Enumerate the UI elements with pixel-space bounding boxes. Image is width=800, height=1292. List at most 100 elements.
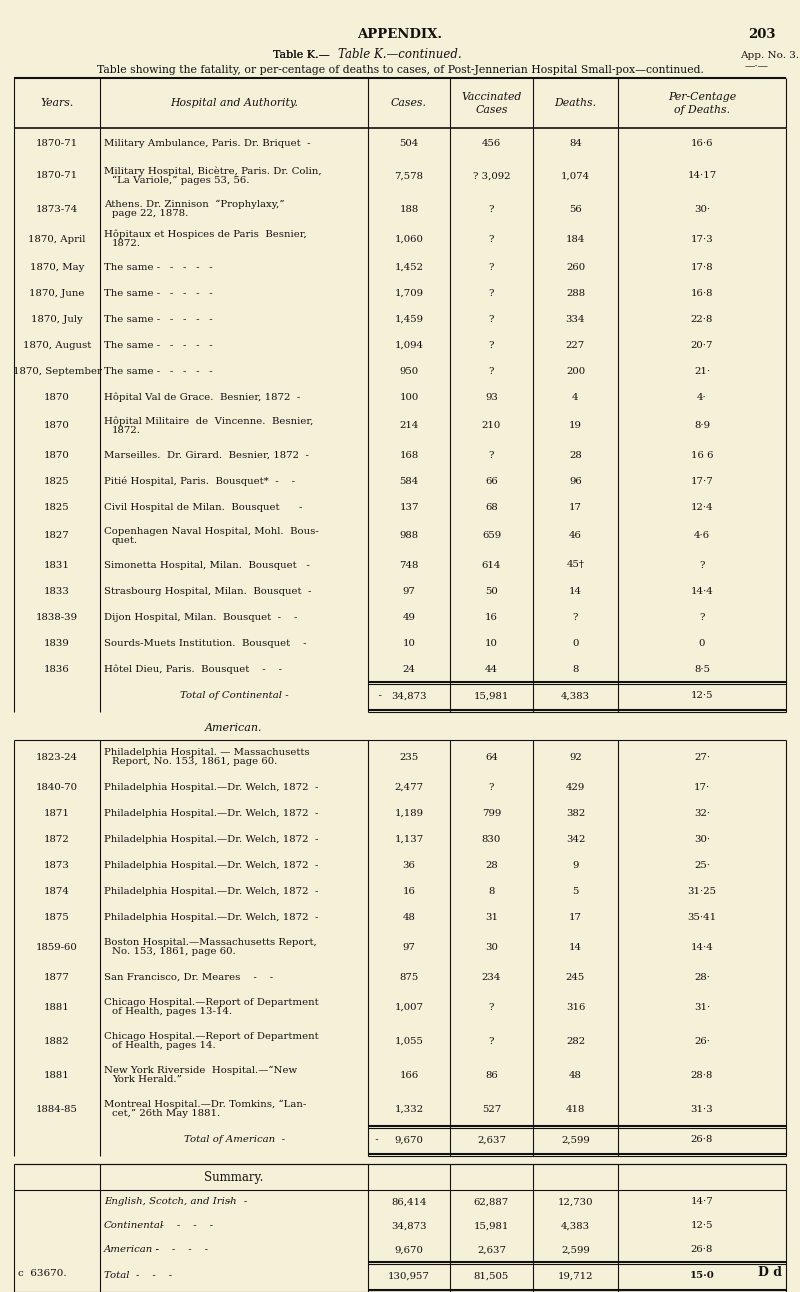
Text: 316: 316 [566,1003,585,1012]
Text: 9,670: 9,670 [394,1245,423,1255]
Text: “La Variole,” pages 53, 56.: “La Variole,” pages 53, 56. [112,176,250,186]
Text: 830: 830 [482,835,501,844]
Text: 35·41: 35·41 [687,912,717,921]
Text: Strasbourg Hospital, Milan.  Bousquet  -: Strasbourg Hospital, Milan. Bousquet - [104,587,311,596]
Text: 235: 235 [399,752,418,761]
Text: Philadelphia Hospital.—Dr. Welch, 1872  -: Philadelphia Hospital.—Dr. Welch, 1872 - [104,835,318,844]
Text: Report, No. 153, 1861, page 60.: Report, No. 153, 1861, page 60. [112,757,278,766]
Text: 418: 418 [566,1105,585,1114]
Text: 4: 4 [572,393,578,402]
Text: ?: ? [489,783,494,792]
Text: quet.: quet. [112,536,138,545]
Text: 27·: 27· [694,752,710,761]
Text: 200: 200 [566,367,585,376]
Text: 210: 210 [482,421,501,430]
Text: 282: 282 [566,1036,585,1045]
Text: Copenhagen Naval Hospital, Mohl.  Bous-: Copenhagen Naval Hospital, Mohl. Bous- [104,527,318,536]
Text: 1870, June: 1870, June [30,288,85,297]
Text: 1,055: 1,055 [394,1036,423,1045]
Text: 28: 28 [569,451,582,460]
Text: ?: ? [489,451,494,460]
Text: The same -   -   -   -   -: The same - - - - - [104,367,213,376]
Text: 25·: 25· [694,860,710,870]
Text: 17·3: 17·3 [690,235,714,243]
Text: 0: 0 [699,638,705,647]
Text: 1882: 1882 [44,1036,70,1045]
Text: 1,332: 1,332 [394,1105,423,1114]
Text: -: - [372,1136,378,1145]
Text: 1,137: 1,137 [394,835,424,844]
Text: Philadelphia Hospital.—Dr. Welch, 1872  -: Philadelphia Hospital.—Dr. Welch, 1872 - [104,860,318,870]
Text: 17: 17 [569,503,582,512]
Text: The same -   -   -   -   -: The same - - - - - [104,341,213,350]
Text: of Health, pages 13-14.: of Health, pages 13-14. [112,1008,232,1017]
Text: Athens. Dr. Zinnison  “Prophylaxy,”: Athens. Dr. Zinnison “Prophylaxy,” [104,199,285,209]
Text: Hospital and Authority.: Hospital and Authority. [170,98,298,109]
Text: 48: 48 [569,1071,582,1080]
Text: 1,060: 1,060 [394,235,423,243]
Text: Table K.—: Table K.— [274,50,330,59]
Text: 12,730: 12,730 [558,1198,594,1207]
Text: ?: ? [489,288,494,297]
Text: No. 153, 1861, page 60.: No. 153, 1861, page 60. [112,947,236,956]
Text: Dijon Hospital, Milan.  Bousquet  -    -: Dijon Hospital, Milan. Bousquet - - [104,612,298,621]
Text: 14·17: 14·17 [687,172,717,181]
Text: Summary.: Summary. [204,1172,264,1185]
Text: Total  -    -    -: Total - - - [104,1271,172,1280]
Text: Pitié Hospital, Paris.  Bousquet*  -    -: Pitié Hospital, Paris. Bousquet* - - [104,477,295,486]
Text: 64: 64 [485,752,498,761]
Text: 62,887: 62,887 [474,1198,509,1207]
Text: D d: D d [758,1266,782,1279]
Text: 227: 227 [566,341,585,350]
Text: 96: 96 [569,477,582,486]
Text: 1,094: 1,094 [394,341,423,350]
Text: 5: 5 [572,886,578,895]
Text: 2,599: 2,599 [561,1245,590,1255]
Text: 429: 429 [566,783,585,792]
Text: 130,957: 130,957 [388,1271,430,1280]
Text: 234: 234 [482,973,501,982]
Text: 1873-74: 1873-74 [36,204,78,213]
Text: 84: 84 [569,138,582,147]
Text: 56: 56 [569,204,582,213]
Text: New York Riverside  Hospital.—“New: New York Riverside Hospital.—“New [104,1066,297,1075]
Text: 30·: 30· [694,204,710,213]
Text: ?: ? [489,1003,494,1012]
Text: 16·6: 16·6 [690,138,714,147]
Text: 1884-85: 1884-85 [36,1105,78,1114]
Text: 34,873: 34,873 [391,1221,427,1230]
Text: ?: ? [489,262,494,271]
Text: 8: 8 [488,886,494,895]
Text: 137: 137 [399,503,418,512]
Text: 30·: 30· [694,835,710,844]
Text: 0: 0 [572,638,578,647]
Text: 875: 875 [399,973,418,982]
Text: ?: ? [489,341,494,350]
Text: 1838-39: 1838-39 [36,612,78,621]
Text: 245: 245 [566,973,585,982]
Text: 8·9: 8·9 [694,421,710,430]
Text: English, Scotch, and Irish: English, Scotch, and Irish [104,1198,237,1207]
Text: 184: 184 [566,235,585,243]
Text: ?: ? [489,204,494,213]
Text: 12·5: 12·5 [690,691,714,700]
Text: 21·: 21· [694,367,710,376]
Text: Total of American  -: Total of American - [183,1136,285,1145]
Text: 799: 799 [482,809,501,818]
Text: 1827: 1827 [44,531,70,540]
Text: ?: ? [573,612,578,621]
Text: 34,873: 34,873 [391,691,427,700]
Text: 31·3: 31·3 [690,1105,714,1114]
Text: cet,” 26th May 1881.: cet,” 26th May 1881. [112,1110,220,1119]
Text: 1875: 1875 [44,912,70,921]
Text: 1881: 1881 [44,1003,70,1012]
Text: 260: 260 [566,262,585,271]
Text: 49: 49 [402,612,415,621]
Text: 17·7: 17·7 [690,477,714,486]
Text: 86: 86 [485,1071,498,1080]
Text: 10: 10 [402,638,415,647]
Text: Philadelphia Hospital.—Dr. Welch, 1872  -: Philadelphia Hospital.—Dr. Welch, 1872 - [104,783,318,792]
Text: ?: ? [489,235,494,243]
Text: 1874: 1874 [44,886,70,895]
Text: Table K.—continued.: Table K.—continued. [338,49,462,62]
